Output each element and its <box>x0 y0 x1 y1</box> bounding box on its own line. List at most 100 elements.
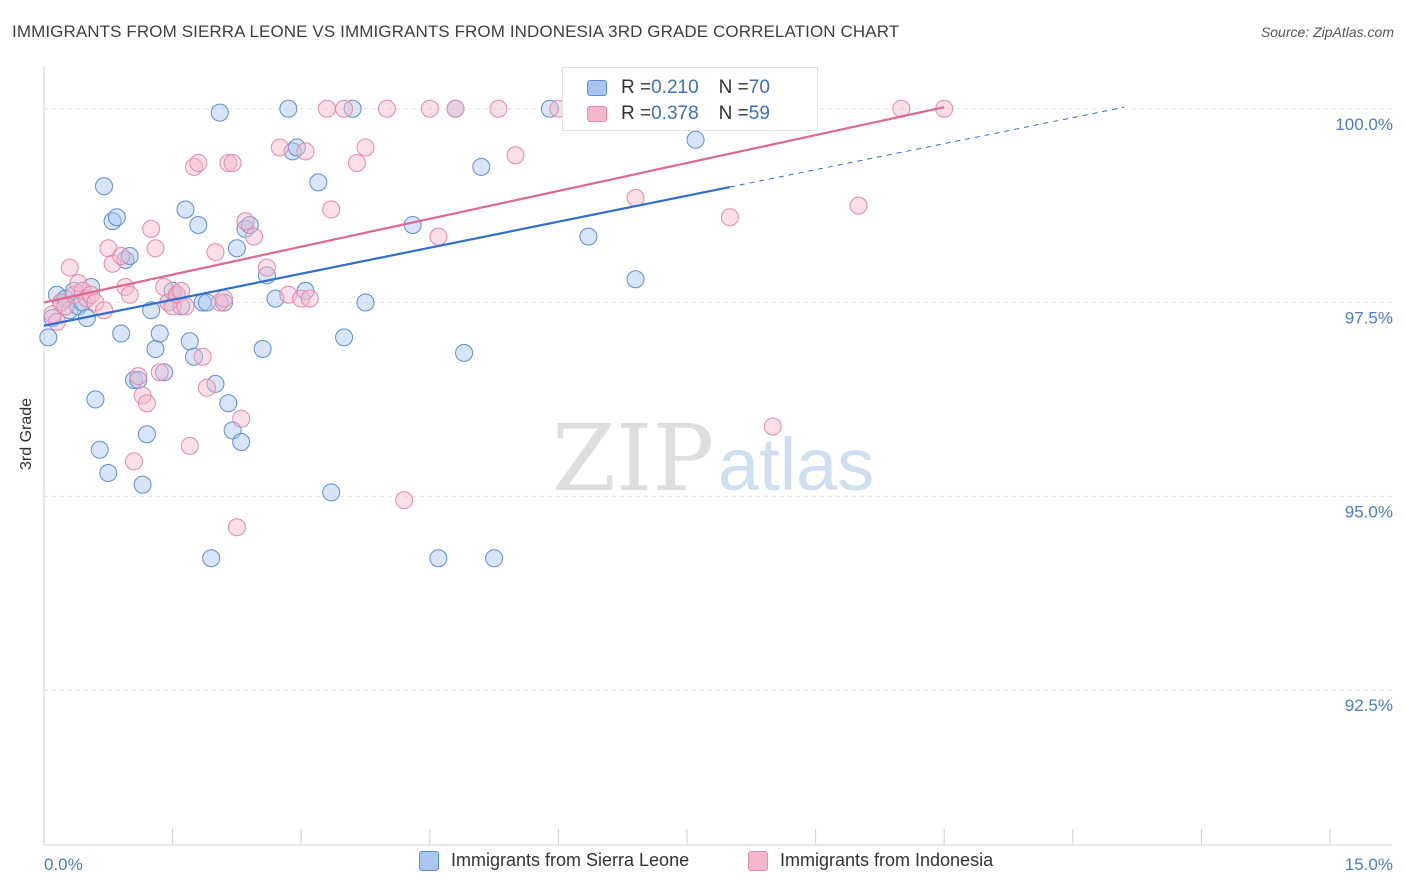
n-value: 70 <box>748 77 770 98</box>
point-sierra-leone <box>626 270 645 289</box>
point-indonesia <box>142 219 161 238</box>
point-indonesia <box>356 138 375 157</box>
point-sierra-leone <box>579 227 598 246</box>
point-sierra-leone <box>219 394 238 413</box>
point-sierra-leone <box>137 425 156 444</box>
point-indonesia <box>377 99 396 118</box>
point-sierra-leone <box>155 363 174 382</box>
x-tick-label: 15.0% <box>1345 855 1393 874</box>
point-indonesia <box>429 227 448 246</box>
point-indonesia <box>227 518 246 537</box>
trend-line-sierra-leone <box>43 185 731 327</box>
point-indonesia <box>296 142 315 161</box>
point-indonesia <box>95 301 114 320</box>
point-indonesia <box>720 208 739 227</box>
stats-row-indonesia: R = 0.378 N = 59 <box>587 102 770 126</box>
r-label: R = <box>621 103 652 124</box>
point-sierra-leone <box>90 440 109 459</box>
point-indonesia <box>322 200 341 219</box>
point-sierra-leone <box>107 208 126 227</box>
point-indonesia <box>245 227 264 246</box>
point-indonesia <box>446 99 465 118</box>
point-indonesia <box>347 154 366 172</box>
point-sierra-leone <box>232 433 251 451</box>
point-sierra-leone <box>189 216 208 234</box>
stats-legend: R = 0.210 N = 70 R = 0.378 N = 59 <box>562 67 818 131</box>
chart-title: IMMIGRANTS FROM SIERRA LEONE VS IMMIGRAN… <box>12 22 900 41</box>
point-indonesia <box>223 154 242 172</box>
point-sierra-leone <box>403 216 422 234</box>
point-indonesia <box>300 289 319 308</box>
point-indonesia <box>849 196 868 215</box>
n-label: N = <box>718 103 749 124</box>
point-sierra-leone <box>180 332 199 351</box>
point-indonesia <box>236 212 255 231</box>
point-sierra-leone <box>112 324 131 343</box>
point-sierra-leone <box>202 549 221 568</box>
point-sierra-leone <box>356 293 375 312</box>
point-indonesia <box>189 154 208 172</box>
point-sierra-leone <box>322 483 341 502</box>
point-indonesia <box>197 378 216 397</box>
point-indonesia <box>270 138 289 157</box>
y-axis-label: 3rd Grade <box>18 397 35 470</box>
point-sierra-leone <box>95 177 114 196</box>
point-sierra-leone <box>686 130 705 149</box>
legend-swatch-blue <box>587 80 607 96</box>
point-indonesia <box>193 347 212 366</box>
point-sierra-leone <box>176 200 195 219</box>
point-indonesia <box>120 285 139 304</box>
r-value: 0.210 <box>651 77 699 98</box>
point-sierra-leone <box>455 343 474 362</box>
n-label: N = <box>718 77 749 98</box>
series-legend: Immigrants from Sierra Leone Immigrants … <box>0 850 1406 878</box>
watermark-atlas: atlas <box>718 423 874 506</box>
point-indonesia <box>137 394 156 413</box>
point-sierra-leone <box>210 103 229 122</box>
axes <box>43 66 1392 846</box>
tick-labels: 92.5% 95.0% 97.5% 100.0% 0.0% 15.0% <box>44 115 1393 874</box>
n-value: 59 <box>748 103 770 124</box>
legend-label: Immigrants from Indonesia <box>780 850 994 870</box>
y-tick-label: 100.0% <box>1335 115 1393 134</box>
r-label: R = <box>621 77 652 98</box>
y-tick-label: 95.0% <box>1345 502 1393 521</box>
point-indonesia <box>129 367 148 386</box>
point-indonesia <box>215 289 234 308</box>
point-sierra-leone <box>227 239 246 258</box>
point-sierra-leone <box>86 390 105 409</box>
point-indonesia <box>420 99 439 118</box>
point-sierra-leone <box>279 99 298 118</box>
legend-swatch-blue <box>419 850 439 871</box>
point-sierra-leone <box>39 328 58 347</box>
point-indonesia <box>489 99 508 118</box>
point-sierra-leone <box>215 293 234 312</box>
point-indonesia <box>232 409 251 428</box>
legend-item-sierra-leone: Immigrants from Sierra Leone <box>419 850 689 871</box>
point-sierra-leone <box>146 340 165 358</box>
point-indonesia <box>257 258 276 277</box>
point-indonesia <box>763 417 782 436</box>
trend-line-indonesia <box>43 106 945 304</box>
point-indonesia <box>317 99 336 118</box>
r-value: 0.378 <box>651 103 699 124</box>
point-indonesia <box>176 297 195 316</box>
point-indonesia <box>125 452 144 471</box>
point-sierra-leone <box>206 374 225 393</box>
point-sierra-leone <box>309 173 328 192</box>
trend-extension-sierra-leone <box>729 106 1125 188</box>
grid <box>44 108 1392 691</box>
x-tick-label: 0.0% <box>44 855 83 874</box>
point-indonesia <box>335 99 354 118</box>
legend-item-indonesia: Immigrants from Indonesia <box>748 850 993 871</box>
legend-swatch-pink <box>587 106 607 122</box>
stats-row-sierra-leone: R = 0.210 N = 70 <box>587 76 770 100</box>
watermark-zip: ZIP <box>552 405 714 512</box>
point-indonesia <box>112 247 131 265</box>
point-sierra-leone <box>335 328 354 347</box>
point-sierra-leone <box>472 157 491 176</box>
point-sierra-leone <box>99 464 118 482</box>
point-indonesia <box>146 239 165 258</box>
point-indonesia <box>206 243 225 262</box>
